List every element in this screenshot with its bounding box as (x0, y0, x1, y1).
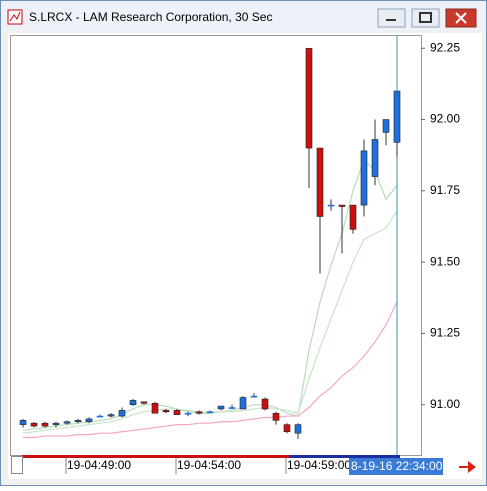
y-tick-label: 92.00 (430, 112, 460, 126)
y-tick-label: 91.00 (430, 397, 460, 411)
candle-body (52, 422, 60, 425)
candle-body (30, 422, 38, 427)
candle-body (305, 47, 313, 149)
x-tick-label: 19-04:54:00 (177, 458, 241, 472)
plot (19, 36, 401, 455)
candle-body (195, 411, 203, 414)
candle-body (360, 150, 368, 206)
y-tick-label: 92.25 (430, 40, 460, 54)
candle-body (349, 204, 357, 230)
candle-body (371, 139, 379, 177)
scroll-track (22, 455, 400, 458)
maximize-glyph (419, 12, 432, 23)
window-title: S.LRCX - LAM Research Corporation, 30 Se… (29, 10, 272, 24)
candle-body (173, 410, 181, 415)
y-tick-label: 91.25 (430, 326, 460, 340)
candle-body (316, 147, 324, 217)
candle-body (393, 90, 401, 143)
candle-body (283, 424, 291, 433)
cursor-label-box (349, 458, 443, 475)
candle-body (118, 410, 126, 417)
plot-frame (10, 35, 422, 456)
candle-body (206, 411, 214, 414)
candle-body (261, 398, 269, 410)
close-glyph (455, 12, 467, 24)
candle-body (217, 405, 225, 410)
candle-body (85, 418, 93, 423)
candle-body (107, 414, 115, 417)
y-tick-label: 91.75 (430, 183, 460, 197)
candle-body (338, 204, 346, 207)
scroll-thumb[interactable] (290, 455, 400, 458)
scroll-right-arrow[interactable] (459, 461, 476, 473)
minimize-button[interactable] (377, 8, 406, 28)
minimize-glyph (386, 19, 396, 21)
candle-body (294, 424, 302, 434)
x-tick-label: 19-04:59:00 (287, 458, 351, 472)
cursor-label: 8-19-16 22:34:00 (351, 459, 443, 473)
candle-body (184, 412, 192, 415)
moving-average-line (22, 158, 398, 431)
candle-body (63, 421, 71, 424)
candle-body (129, 400, 137, 405)
candle-body (19, 420, 27, 425)
maximize-button[interactable] (411, 8, 440, 28)
candle-body (272, 412, 280, 421)
candle-body (151, 402, 159, 414)
candle-body (382, 119, 390, 133)
scroll-left-box[interactable] (11, 456, 23, 474)
candle-body (327, 204, 335, 207)
moving-average-line (23, 301, 398, 439)
candle-body (228, 407, 236, 409)
candle-body (140, 401, 148, 404)
candle-body (74, 420, 82, 423)
candle-body (250, 395, 258, 398)
candle-body (41, 422, 49, 427)
candle-body (96, 415, 104, 418)
candle-body (239, 397, 247, 410)
window-icon-glyph (9, 11, 21, 22)
y-tick-label: 91.50 (430, 254, 460, 268)
x-tick-label: 19-04:49:00 (67, 458, 131, 472)
candle-body (162, 410, 170, 413)
